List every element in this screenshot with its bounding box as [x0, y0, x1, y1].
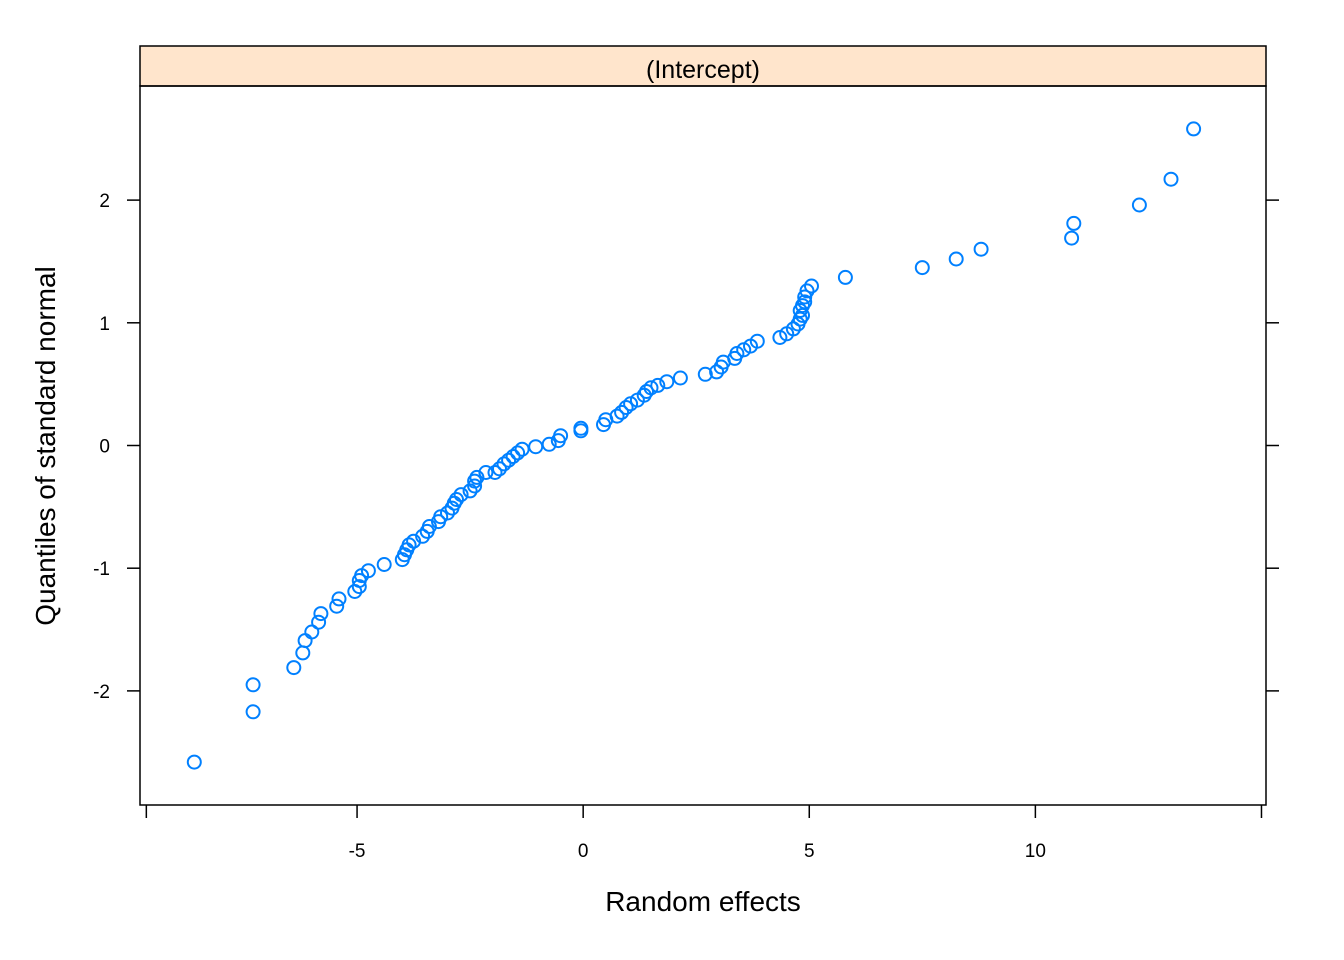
data-point-8: [313, 606, 329, 622]
data-point-2: [245, 677, 261, 693]
data-point-21: [406, 533, 422, 549]
data-point-37: [487, 465, 503, 480]
y-tick-label-2: 0: [99, 437, 110, 458]
data-point-6: [304, 624, 320, 640]
data-point-35: [469, 469, 485, 485]
data-point-4: [295, 645, 311, 661]
data-point-42: [510, 445, 526, 461]
points-layer: [186, 121, 1202, 770]
data-point-83: [804, 278, 819, 294]
data-point-36: [478, 465, 494, 480]
data-point-87: [973, 241, 989, 257]
data-point-5: [297, 633, 313, 649]
data-point-10: [331, 591, 347, 607]
data-point-90: [1131, 197, 1147, 213]
data-point-89: [1066, 215, 1082, 231]
data-point-3: [286, 660, 302, 676]
data-point-0: [186, 754, 202, 770]
data-point-12: [351, 579, 367, 595]
y-axis-title: Quantiles of standard normal: [30, 266, 61, 626]
data-point-52: [609, 408, 625, 424]
y-tick-label-4: 2: [99, 191, 110, 212]
data-point-39: [496, 456, 512, 472]
data-point-80: [797, 294, 813, 310]
data-point-84: [837, 269, 853, 285]
data-point-71: [749, 333, 765, 349]
data-point-30: [449, 492, 464, 507]
data-point-91: [1163, 171, 1179, 187]
data-point-38: [492, 461, 507, 477]
data-point-7: [311, 614, 327, 630]
data-point-44: [528, 439, 544, 455]
data-point-62: [672, 370, 688, 386]
x-tick-label-3: 10: [1025, 841, 1046, 862]
data-point-1: [245, 704, 261, 720]
plot-frame: [139, 85, 1267, 806]
data-point-40: [501, 452, 517, 468]
data-point-85: [914, 260, 930, 276]
x-tick-label-1: 0: [578, 841, 589, 862]
data-point-60: [650, 377, 666, 393]
data-point-22: [415, 528, 431, 544]
data-point-47: [553, 428, 569, 444]
data-point-41: [505, 449, 521, 464]
data-point-45: [541, 436, 557, 452]
data-point-86: [948, 251, 964, 267]
data-point-9: [329, 598, 345, 614]
x-axis: -5 0 5 10: [145, 805, 1263, 862]
data-point-82: [799, 283, 815, 299]
data-point-31: [453, 487, 469, 503]
data-point-88: [1064, 230, 1080, 246]
strip-background: [139, 45, 1267, 87]
data-point-49: [573, 420, 589, 436]
data-point-74: [785, 321, 801, 337]
data-point-43: [514, 441, 530, 457]
data-point-20: [401, 537, 417, 553]
data-point-61: [659, 374, 675, 390]
data-point-58: [639, 384, 654, 399]
data-point-63: [697, 366, 713, 382]
y-tick-label-0: -2: [93, 682, 110, 703]
data-point-27: [440, 505, 455, 521]
y-tick-label-3: 1: [99, 314, 110, 335]
data-point-92: [1186, 121, 1202, 137]
strip-label: (Intercept): [646, 56, 760, 84]
y-tick-label-1: -1: [93, 559, 110, 580]
y-axis: -2 -1 0 1 2: [93, 191, 1279, 703]
data-point-53: [614, 404, 630, 420]
data-point-16: [376, 557, 392, 572]
x-tick-label-0: -5: [349, 841, 366, 862]
data-point-15: [360, 563, 376, 579]
x-axis-title: Random effects: [605, 886, 801, 917]
x-tick-label-2: 5: [804, 841, 815, 862]
data-point-59: [643, 380, 659, 396]
data-point-33: [467, 478, 483, 494]
data-point-54: [618, 400, 634, 415]
